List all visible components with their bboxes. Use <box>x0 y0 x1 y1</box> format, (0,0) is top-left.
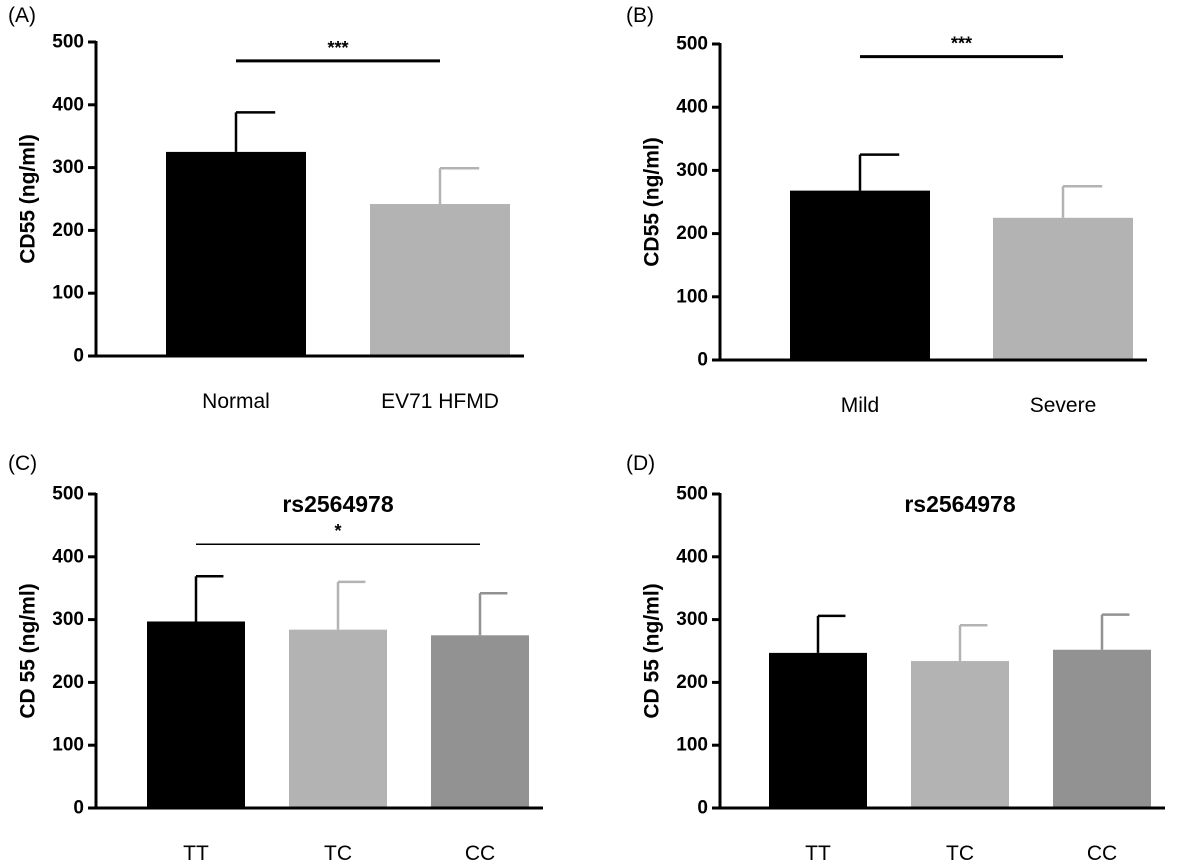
panel-a: (A) CD55 (ng/ml) Normal EV71 HFMD 0 100 200 300… <box>8 4 524 413</box>
category-label-b-0: Mild <box>841 394 880 417</box>
y-tick-label-d-4: 400 <box>676 546 708 567</box>
error-bar-d-2 <box>1100 613 1130 650</box>
significance-label-c: * <box>334 521 341 541</box>
bar-a-1 <box>370 204 510 356</box>
category-label-c-2: CC <box>465 842 495 860</box>
y-tick-label-c-0: 0 <box>73 798 84 819</box>
y-tick-label-a-5: 500 <box>52 32 84 53</box>
category-label-d-1: TC <box>946 842 974 860</box>
y-tick-label-a-1: 100 <box>52 283 84 304</box>
category-label-b-1: Severe <box>1030 394 1097 417</box>
panel-label-c: (C) <box>8 452 37 475</box>
y-tick-label-d-2: 200 <box>676 672 708 693</box>
y-tick-label-a-3: 300 <box>52 157 84 178</box>
bar-c-1 <box>289 629 387 808</box>
panel-c: (C) rs2564978 CD 55 (ng/ml) TT TC CC 0 100 200 30… <box>8 452 543 860</box>
significance-label-a: *** <box>327 38 348 58</box>
category-label-a-1: EV71 HFMD <box>381 390 499 413</box>
significance-label-b: *** <box>951 34 972 54</box>
y-axis-label-b: CD55 (ng/ml) <box>641 137 664 267</box>
category-label-d-0: TT <box>805 842 831 860</box>
error-bar-a-1 <box>438 166 480 205</box>
category-label-c-1: TC <box>324 842 352 860</box>
y-tick-label-b-0: 0 <box>697 350 708 371</box>
bar-b-0 <box>790 190 930 360</box>
error-bar-a-0 <box>234 111 276 152</box>
y-tick-label-c-3: 300 <box>52 609 84 630</box>
error-bar-d-1 <box>958 624 988 662</box>
y-tick-label-d-0: 0 <box>697 798 708 819</box>
y-tick-label-d-3: 300 <box>676 609 708 630</box>
category-label-c-0: TT <box>183 842 209 860</box>
error-bar-b-0 <box>858 153 900 191</box>
error-bar-b-1 <box>1061 184 1103 218</box>
y-axis-label-c: CD 55 (ng/ml) <box>17 583 40 718</box>
y-tick-label-a-2: 200 <box>52 220 84 241</box>
y-tick-label-b-3: 300 <box>676 160 708 181</box>
chart-title-c: rs2564978 <box>282 491 393 517</box>
bar-c-0 <box>147 621 245 808</box>
panel-label-d: (D) <box>626 452 655 475</box>
error-bar-c-2 <box>478 591 508 636</box>
y-axis-label-a: CD55 (ng/ml) <box>17 134 40 264</box>
y-tick-label-a-0: 0 <box>73 346 84 367</box>
bar-d-1 <box>911 661 1009 808</box>
y-tick-label-a-4: 400 <box>52 94 84 115</box>
panel-b: (B) CD55 (ng/ml) Mild Severe 0 100 200 300 400 50… <box>626 4 1147 417</box>
bar-c-2 <box>431 635 529 808</box>
error-bar-c-1 <box>336 580 366 630</box>
y-tick-label-c-4: 400 <box>52 546 84 567</box>
y-tick-label-c-5: 500 <box>52 484 84 505</box>
error-bar-c-0 <box>194 575 224 622</box>
y-tick-label-c-2: 200 <box>52 672 84 693</box>
y-axis-label-d: CD 55 (ng/ml) <box>641 583 664 718</box>
bar-a-0 <box>166 151 306 356</box>
y-tick-label-d-5: 500 <box>676 484 708 505</box>
bar-b-1 <box>993 217 1133 360</box>
chart-title-d: rs2564978 <box>904 491 1015 517</box>
category-label-d-2: CC <box>1087 842 1117 860</box>
y-tick-label-c-1: 100 <box>52 735 84 756</box>
panel-label-a: (A) <box>8 4 36 27</box>
bar-d-0 <box>769 652 867 808</box>
y-tick-label-b-5: 500 <box>676 34 708 55</box>
panel-label-b: (B) <box>626 4 654 27</box>
bar-d-2 <box>1053 649 1151 808</box>
category-label-a-0: Normal <box>202 390 270 413</box>
panel-d: (D) rs2564978 CD 55 (ng/ml) TT TC CC 0 100 200 30… <box>626 452 1165 860</box>
y-tick-label-b-1: 100 <box>676 286 708 307</box>
y-tick-label-b-2: 200 <box>676 223 708 244</box>
y-tick-label-b-4: 400 <box>676 97 708 118</box>
error-bar-d-0 <box>816 614 846 653</box>
y-tick-label-d-1: 100 <box>676 735 708 756</box>
